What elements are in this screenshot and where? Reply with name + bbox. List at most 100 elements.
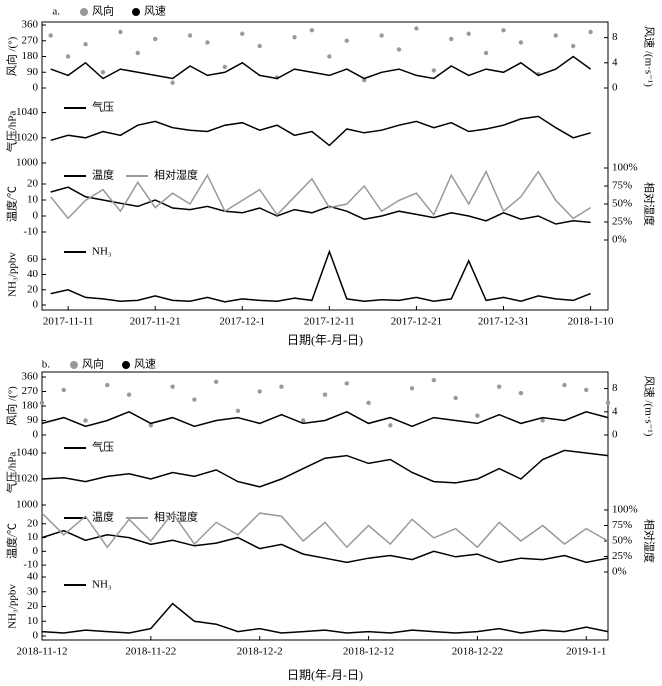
wind-direction-point [126, 392, 132, 397]
legend-swatch [132, 8, 140, 16]
x-tick-label: 2018-12-22 [452, 646, 503, 658]
y-tick-label: 20 [27, 283, 39, 295]
wind-direction-point [48, 33, 53, 38]
series-line [41, 511, 609, 549]
wind-direction-point [61, 387, 66, 393]
wind-direction-point [414, 26, 419, 31]
x-axis-label: 日期(年-月-日) [287, 333, 363, 347]
y-tick-label: 270 [22, 385, 39, 397]
wind-direction-point [301, 418, 306, 423]
y2-axis-label: 风速 /(m·s⁻¹) [642, 26, 655, 87]
y2-tick-label: 0% [612, 566, 627, 578]
wind-direction-point [431, 68, 437, 73]
y2-tick-label: 100% [612, 162, 638, 174]
y-tick-label: 1040 [16, 447, 39, 459]
wind-direction-point [483, 50, 489, 56]
y-axis-label: 气压/hPa [5, 111, 19, 153]
y2-tick-label: 75% [612, 519, 632, 531]
x-tick-label: 2017-12-11 [304, 316, 355, 328]
legend-label: 温度 [92, 168, 114, 182]
wind-direction-point [309, 28, 315, 33]
x-tick-label: 2017-12-21 [391, 316, 442, 328]
wind-direction-point [100, 70, 106, 75]
y-tick-label: 0 [33, 630, 39, 642]
x-tick-label: 2018-12-2 [237, 646, 283, 658]
y2-tick-label: 25% [612, 550, 632, 562]
wind-direction-point [170, 384, 175, 389]
x-tick-label: 2017-11-21 [130, 316, 181, 328]
wind-direction-point [570, 43, 576, 49]
legend-label: 风向 [92, 4, 114, 18]
y2-axis-label: 相对湿度 [642, 182, 656, 226]
wind-direction-point [83, 418, 88, 423]
wind-direction-point [187, 33, 193, 38]
wind-direction-point [222, 64, 228, 70]
wind-direction-point [361, 77, 367, 83]
y2-tick-label: 50% [612, 535, 632, 547]
legend-label: 相对湿度 [154, 168, 198, 182]
y-axis-label: NH₃/ppbv [7, 252, 19, 297]
y-tick-label: -10 [23, 559, 38, 571]
wind-direction-point [518, 40, 524, 45]
legend-label: 气压 [92, 100, 114, 114]
wind-direction-point [105, 382, 110, 388]
wind-direction-point [409, 386, 415, 391]
y-tick-label: 270 [22, 34, 39, 46]
y-tick-label: 0 [33, 429, 39, 441]
legend-swatch [122, 361, 130, 369]
series-line [50, 186, 591, 225]
y-tick-label: 10 [27, 194, 39, 206]
y2-tick-label: 4 [612, 405, 618, 417]
y2-tick-label: 4 [612, 56, 618, 68]
y-tick-label: 10 [27, 615, 39, 627]
wind-direction-point [553, 33, 558, 38]
y-axis-label: 风向 /(°) [5, 36, 19, 76]
legend-label: 风速 [144, 5, 166, 18]
wind-direction-point [322, 392, 328, 397]
wind-direction-point [431, 378, 437, 383]
x-tick-label: 2018-11-22 [125, 646, 176, 658]
wind-direction-point [170, 80, 175, 85]
wind-direction-point [466, 31, 471, 36]
y-tick-label: -10 [23, 226, 38, 238]
wind-direction-point [148, 423, 154, 428]
x-tick-label: 2018-12-12 [343, 646, 394, 658]
y-tick-label: 1020 [16, 131, 39, 143]
y-tick-label: 1000 [16, 499, 39, 511]
legend-swatch [80, 8, 88, 16]
y-axis-label: NH₃/ppbv [7, 584, 19, 629]
wind-direction-point [39, 400, 45, 405]
x-tick-label: 2017-12-1 [219, 316, 265, 328]
legend-swatch [70, 361, 78, 369]
wind-direction-point [449, 36, 454, 42]
y2-tick-label: 100% [612, 504, 638, 516]
series-line [41, 602, 609, 634]
wind-direction-point [192, 397, 197, 402]
y-tick-label: 90 [27, 414, 39, 426]
y-axis-label: 气压/hPa [5, 452, 19, 494]
series-line [41, 410, 609, 428]
y2-tick-label: 50% [612, 198, 632, 210]
y2-tick-label: 8 [612, 382, 618, 394]
y-axis-label: 温度/℃ [5, 523, 19, 559]
y-tick-label: 360 [22, 371, 39, 383]
plot-frame [41, 21, 609, 311]
wind-direction-point [496, 384, 502, 389]
figure-label: a. [52, 6, 60, 18]
wind-direction-point [257, 43, 262, 49]
y-tick-label: 0 [33, 299, 39, 311]
wind-direction-point [205, 40, 210, 45]
x-tick-label: 2018-1-10 [568, 316, 614, 328]
series-line [50, 249, 591, 303]
legend-label: 风速 [134, 358, 156, 371]
y-tick-label: 40 [27, 268, 39, 280]
y-tick-label: 10 [27, 531, 39, 543]
y-tick-label: 40 [27, 571, 39, 583]
y-tick-label: 90 [27, 66, 39, 78]
wind-direction-point [453, 395, 458, 401]
series-line [50, 169, 591, 220]
y-tick-label: 1020 [16, 473, 39, 485]
y2-tick-label: 0% [612, 234, 627, 246]
series-line [41, 449, 609, 488]
